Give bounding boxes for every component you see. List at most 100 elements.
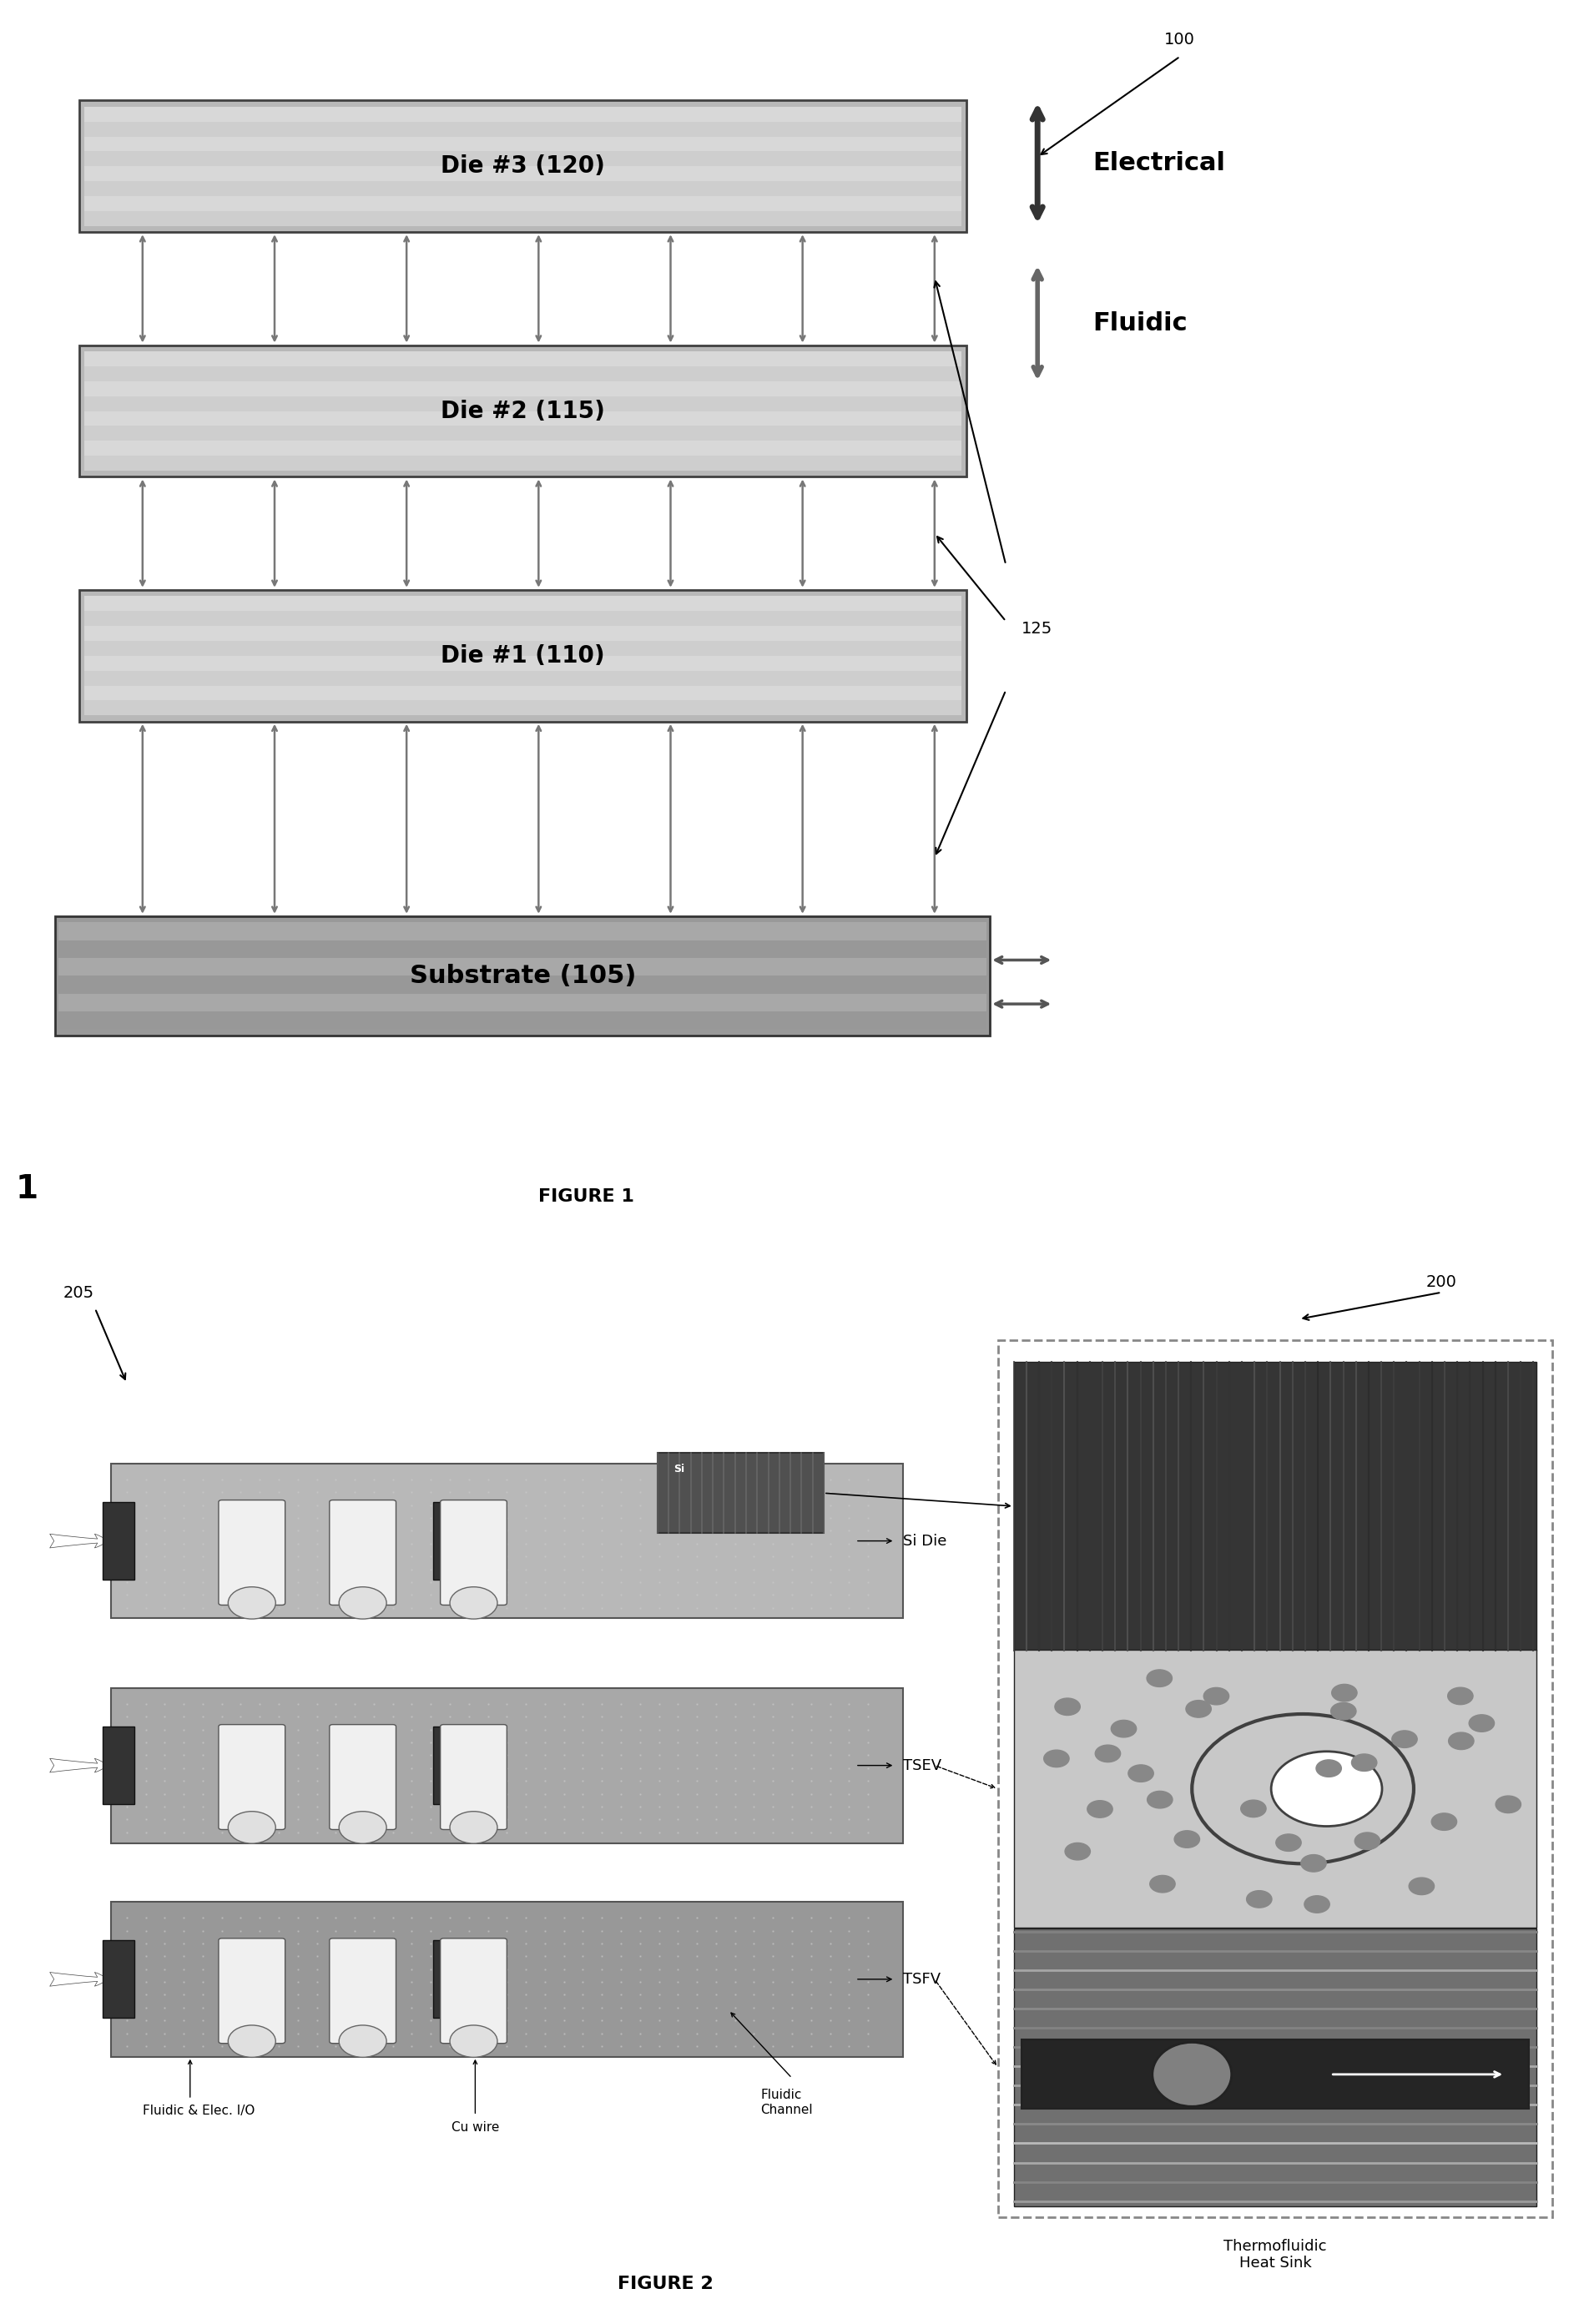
FancyBboxPatch shape: [329, 1938, 396, 2043]
FancyBboxPatch shape: [440, 1499, 507, 1606]
FancyBboxPatch shape: [329, 1499, 396, 1606]
Circle shape: [339, 1810, 386, 1843]
Text: Si Die: Si Die: [903, 1534, 947, 1548]
Bar: [103, 1501, 135, 1580]
Circle shape: [1489, 1699, 1514, 1715]
Circle shape: [1210, 1699, 1236, 1717]
Bar: [84, 442, 961, 456]
Text: 1: 1: [16, 1174, 38, 1204]
FancyBboxPatch shape: [440, 1938, 507, 2043]
Bar: [84, 107, 961, 121]
Text: Si: Si: [673, 1464, 684, 1473]
FancyBboxPatch shape: [84, 595, 961, 716]
FancyBboxPatch shape: [1014, 1929, 1536, 2205]
FancyBboxPatch shape: [219, 1499, 285, 1606]
Bar: [84, 121, 961, 137]
Circle shape: [1178, 1822, 1204, 1841]
Circle shape: [1472, 1713, 1497, 1731]
Bar: [434, 1501, 466, 1580]
Circle shape: [1483, 1776, 1508, 1794]
Bar: [84, 195, 961, 211]
FancyBboxPatch shape: [219, 1724, 285, 1829]
Bar: [84, 381, 961, 395]
Circle shape: [1367, 1866, 1392, 1882]
Circle shape: [339, 1587, 386, 1620]
Circle shape: [1376, 1868, 1402, 1885]
FancyBboxPatch shape: [111, 1464, 903, 1618]
Bar: [84, 595, 961, 611]
Circle shape: [1399, 1680, 1424, 1697]
Circle shape: [1050, 1896, 1076, 1913]
Text: TSFV: TSFV: [903, 1971, 941, 1987]
Bar: [84, 625, 961, 641]
FancyBboxPatch shape: [440, 1724, 507, 1829]
FancyBboxPatch shape: [111, 1687, 903, 1843]
Circle shape: [450, 2024, 497, 2057]
Text: Cu wire: Cu wire: [451, 2122, 499, 2133]
Text: 125: 125: [1022, 621, 1053, 637]
Text: Die #3 (120): Die #3 (120): [440, 156, 605, 179]
Circle shape: [1486, 1799, 1511, 1817]
Bar: [84, 425, 961, 442]
Circle shape: [1503, 1808, 1529, 1827]
Text: Electrical: Electrical: [1093, 151, 1226, 174]
FancyBboxPatch shape: [111, 1901, 903, 2057]
Bar: [434, 1727, 466, 1803]
Circle shape: [1209, 1803, 1234, 1822]
Bar: [84, 611, 961, 625]
Bar: [84, 181, 961, 195]
FancyBboxPatch shape: [79, 590, 966, 720]
Bar: [103, 1727, 135, 1803]
Circle shape: [450, 1810, 497, 1843]
Circle shape: [1167, 1868, 1193, 1887]
Bar: [434, 1941, 466, 2017]
FancyBboxPatch shape: [1014, 1362, 1536, 1650]
FancyBboxPatch shape: [84, 351, 961, 469]
Text: Thermofluidic
Heat Sink: Thermofluidic Heat Sink: [1223, 2238, 1327, 2271]
Text: Die #1 (110): Die #1 (110): [440, 644, 605, 667]
FancyBboxPatch shape: [219, 1938, 285, 2043]
Bar: [84, 672, 961, 686]
Ellipse shape: [1270, 1752, 1381, 1827]
Text: 100: 100: [1164, 33, 1194, 46]
Text: 200: 200: [1426, 1274, 1456, 1290]
Circle shape: [1220, 1720, 1245, 1736]
Circle shape: [1236, 1892, 1261, 1908]
Circle shape: [1473, 1724, 1498, 1741]
Bar: [84, 351, 961, 367]
Bar: [84, 211, 961, 225]
Bar: [59, 976, 987, 992]
FancyBboxPatch shape: [1022, 2040, 1529, 2110]
Ellipse shape: [1152, 2043, 1231, 2106]
Circle shape: [1481, 1831, 1506, 1848]
Bar: [84, 367, 961, 381]
Circle shape: [450, 1587, 497, 1620]
FancyBboxPatch shape: [55, 916, 990, 1037]
FancyBboxPatch shape: [329, 1724, 396, 1829]
Circle shape: [1484, 1787, 1510, 1806]
Bar: [59, 923, 987, 941]
FancyBboxPatch shape: [84, 107, 961, 225]
Text: Fluidic & Elec. I/O: Fluidic & Elec. I/O: [143, 2106, 255, 2117]
Circle shape: [1369, 1727, 1394, 1743]
Text: Fluidic: Fluidic: [1093, 311, 1188, 335]
Circle shape: [1264, 1678, 1289, 1694]
FancyBboxPatch shape: [79, 346, 966, 476]
Bar: [84, 167, 961, 181]
Circle shape: [228, 2024, 276, 2057]
FancyBboxPatch shape: [79, 100, 966, 232]
Text: 205: 205: [63, 1285, 95, 1301]
Bar: [84, 411, 961, 425]
Bar: [84, 151, 961, 167]
Bar: [84, 655, 961, 672]
Circle shape: [1095, 1671, 1120, 1687]
Text: Substrate (105): Substrate (105): [410, 964, 635, 988]
Bar: [59, 941, 987, 957]
Bar: [59, 995, 987, 1011]
Text: FIGURE 1: FIGURE 1: [539, 1188, 634, 1204]
Circle shape: [228, 1587, 276, 1620]
Circle shape: [1109, 1750, 1134, 1769]
Circle shape: [1129, 1759, 1155, 1776]
Text: Die #2 (115): Die #2 (115): [440, 400, 605, 423]
FancyBboxPatch shape: [1014, 1650, 1536, 1929]
